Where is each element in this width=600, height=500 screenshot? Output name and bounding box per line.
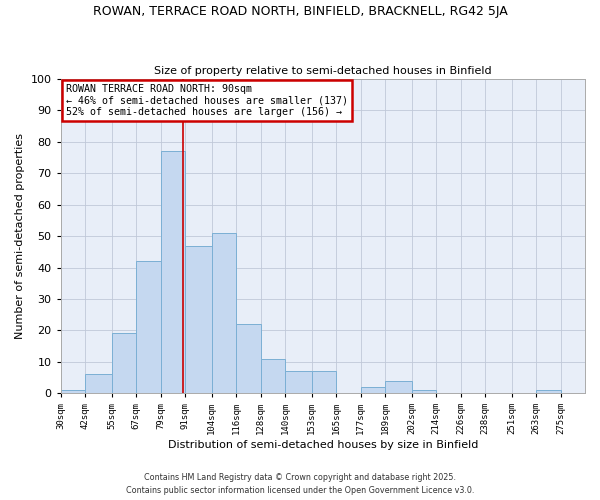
Bar bbox=[112, 334, 136, 393]
Y-axis label: Number of semi-detached properties: Number of semi-detached properties bbox=[15, 133, 25, 339]
Bar bbox=[136, 261, 161, 393]
Bar bbox=[385, 380, 412, 393]
Bar bbox=[212, 233, 236, 393]
Bar bbox=[536, 390, 560, 393]
Bar bbox=[61, 390, 85, 393]
Text: ROWAN TERRACE ROAD NORTH: 90sqm
← 46% of semi-detached houses are smaller (137)
: ROWAN TERRACE ROAD NORTH: 90sqm ← 46% of… bbox=[66, 84, 348, 117]
Title: Size of property relative to semi-detached houses in Binfield: Size of property relative to semi-detach… bbox=[154, 66, 491, 76]
Bar bbox=[412, 390, 436, 393]
Bar bbox=[85, 374, 112, 393]
Bar bbox=[185, 246, 212, 393]
Bar bbox=[361, 387, 385, 393]
Bar bbox=[260, 358, 285, 393]
Bar bbox=[285, 371, 311, 393]
Bar bbox=[236, 324, 260, 393]
Bar bbox=[311, 371, 336, 393]
Bar bbox=[161, 152, 185, 393]
X-axis label: Distribution of semi-detached houses by size in Binfield: Distribution of semi-detached houses by … bbox=[167, 440, 478, 450]
Text: Contains HM Land Registry data © Crown copyright and database right 2025.
Contai: Contains HM Land Registry data © Crown c… bbox=[126, 474, 474, 495]
Text: ROWAN, TERRACE ROAD NORTH, BINFIELD, BRACKNELL, RG42 5JA: ROWAN, TERRACE ROAD NORTH, BINFIELD, BRA… bbox=[92, 5, 508, 18]
